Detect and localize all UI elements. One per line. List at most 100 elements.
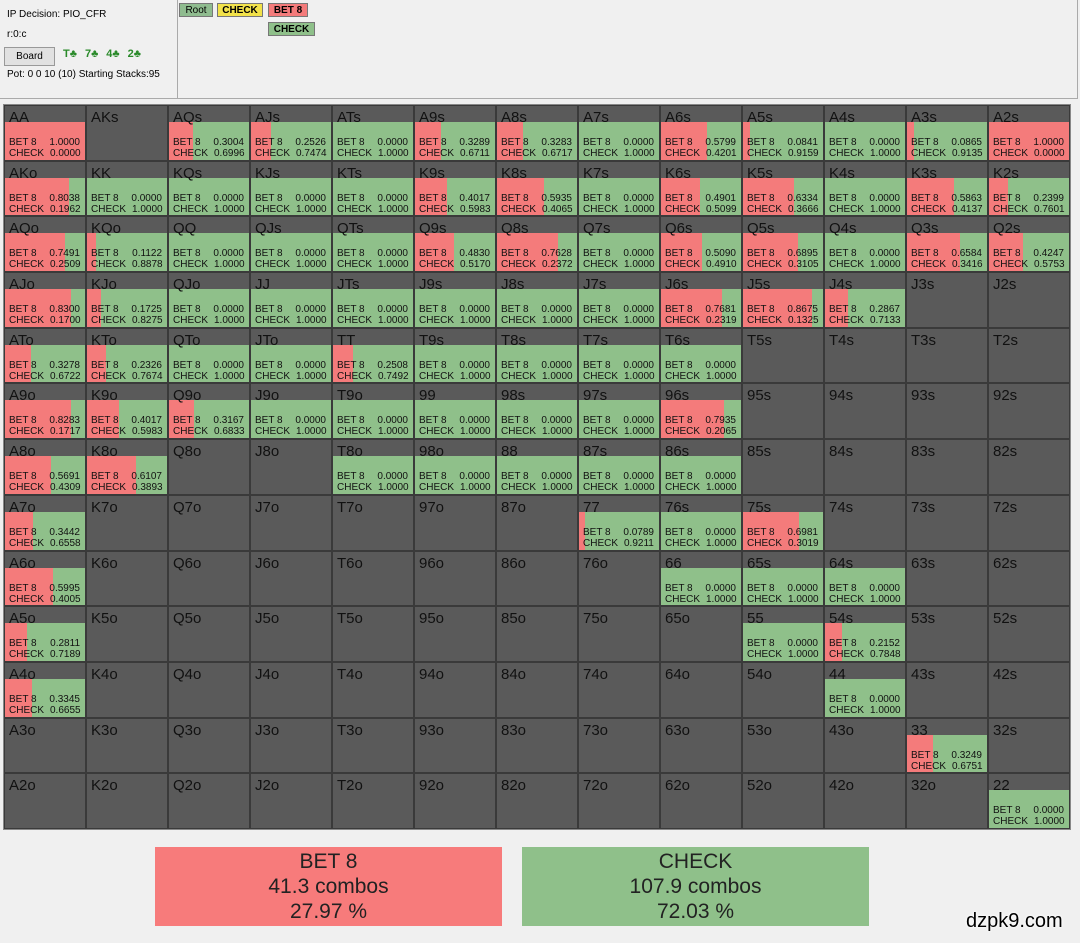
check-label: CHECK xyxy=(255,259,291,271)
check-bar xyxy=(169,344,249,383)
check-label: CHECK xyxy=(337,259,373,271)
bet-label: BET 8 xyxy=(9,248,37,260)
bet-label: BET 8 xyxy=(829,248,857,260)
hand-cell: K2o xyxy=(86,773,168,829)
summary-action: CHECK xyxy=(658,850,733,873)
check-value: 0.0000 xyxy=(1034,148,1065,159)
check-label: CHECK xyxy=(829,203,865,215)
bet-value: 0.6981 xyxy=(787,526,818,538)
board-button[interactable]: Board xyxy=(4,47,55,66)
check-bar xyxy=(169,233,249,272)
check-summary: CHECK 107.9 combos 72.03 % xyxy=(522,847,869,926)
bet-label: BET 8 xyxy=(91,248,119,260)
hand-label: QJo xyxy=(173,276,201,294)
bet-label: BET 8 xyxy=(173,304,201,316)
check-label: CHECK xyxy=(747,537,783,549)
check-label: CHECK xyxy=(583,537,619,549)
hand-label: K2o xyxy=(91,777,118,795)
hand-label: J8o xyxy=(255,443,280,461)
hand-label: K7o xyxy=(91,498,118,516)
bet-label: BET 8 xyxy=(665,248,693,260)
check-bar xyxy=(661,567,741,606)
bet-value: 0.0000 xyxy=(623,137,654,148)
bet-bar xyxy=(87,289,101,327)
bet-value: 0.0000 xyxy=(295,192,326,204)
bet-value: 0.0000 xyxy=(541,359,572,371)
hand-cell: BET 8 0.0000 CHECK 1.0000 QJs xyxy=(250,216,332,273)
bet-label: BET 8 xyxy=(255,359,283,371)
hand-cell: 65o xyxy=(660,606,742,662)
hand-cell: BET 8 0.0000 CHECK 1.0000 87s xyxy=(578,439,660,495)
check-value: 1.0000 xyxy=(378,482,409,494)
hand-label: KJo xyxy=(91,276,117,294)
bet-value: 0.0000 xyxy=(623,415,654,427)
check-bar xyxy=(333,122,413,160)
hand-label: K4s xyxy=(829,164,855,182)
hand-label: J9o xyxy=(255,387,280,405)
bet-label: BET 8 xyxy=(419,359,447,371)
check-value: 1.0000 xyxy=(378,315,409,327)
hand-label: 85o xyxy=(501,610,527,628)
hand-cell: BET 8 0.0000 CHECK 1.0000 J7s xyxy=(578,272,660,328)
check-value: 0.3105 xyxy=(788,259,819,271)
hand-label: K3o xyxy=(91,721,118,739)
check-value: 1.0000 xyxy=(378,203,409,215)
tree-root[interactable]: Root xyxy=(179,3,213,17)
check-label: CHECK xyxy=(501,315,537,327)
check-label: CHECK xyxy=(501,203,537,215)
bet-value: 0.3167 xyxy=(213,415,244,427)
check-value: 0.4309 xyxy=(50,482,81,494)
bet-value: 0.6334 xyxy=(787,192,818,204)
check-label: CHECK xyxy=(337,370,373,382)
bet-value: 0.0000 xyxy=(213,359,244,371)
hand-label: T8o xyxy=(337,443,363,461)
bet-label: BET 8 xyxy=(829,304,857,316)
hand-label: K6o xyxy=(91,554,118,572)
bet-value: 0.5799 xyxy=(705,137,736,148)
bet-value: 0.0000 xyxy=(459,304,490,316)
check-value: 1.0000 xyxy=(624,259,655,271)
hand-label: K3s xyxy=(911,164,937,182)
hand-cell: 95s xyxy=(742,383,824,440)
bet-label: BET 8 xyxy=(91,304,119,316)
check-bar xyxy=(661,456,741,494)
check-bar xyxy=(333,289,413,327)
check-bar xyxy=(825,678,905,717)
bet-bar xyxy=(5,344,32,383)
hand-label: Q4o xyxy=(173,665,202,683)
hand-cell: BET 8 0.6334 CHECK 0.3666 K5s xyxy=(742,160,824,217)
check-label: CHECK xyxy=(583,315,619,327)
hand-label: JTo xyxy=(255,331,279,349)
check-value: 1.0000 xyxy=(624,370,655,382)
check-label: CHECK xyxy=(829,649,865,661)
check-value: 0.5983 xyxy=(132,426,163,438)
hand-label: T2o xyxy=(337,777,363,795)
hand-cell: J3s xyxy=(906,272,988,328)
check-value: 1.0000 xyxy=(624,203,655,215)
hand-label: 64s xyxy=(829,554,854,572)
hand-cell: 92s xyxy=(988,383,1070,440)
bet-label: BET 8 xyxy=(173,248,201,260)
bet-bar xyxy=(87,344,106,383)
hand-label: KJs xyxy=(255,164,281,182)
check-label: CHECK xyxy=(665,426,701,438)
bet-label: BET 8 xyxy=(911,749,939,761)
hand-cell: BET 8 0.0000 CHECK 1.0000 66 xyxy=(660,550,742,607)
bet-label: BET 8 xyxy=(255,137,283,148)
hand-cell: BET 8 0.0000 CHECK 1.0000 76s xyxy=(660,494,742,551)
hand-label: 95s xyxy=(747,387,772,405)
check-bar xyxy=(251,400,331,439)
hand-label: AJs xyxy=(255,109,281,126)
check-value: 0.9135 xyxy=(952,148,983,159)
check-label: CHECK xyxy=(337,148,373,159)
bet-bar xyxy=(5,511,33,550)
bet-value: 1.0000 xyxy=(1033,137,1064,148)
tree-check[interactable]: CHECK xyxy=(217,3,263,17)
check-value: 0.2509 xyxy=(50,259,81,271)
tree-check[interactable]: CHECK xyxy=(268,22,315,36)
bet-bar xyxy=(5,678,32,717)
tree-bet[interactable]: BET 8 xyxy=(268,3,308,17)
hand-label: T9o xyxy=(337,387,363,405)
hand-label: J3o xyxy=(255,721,280,739)
bet-value: 0.8300 xyxy=(49,304,80,316)
